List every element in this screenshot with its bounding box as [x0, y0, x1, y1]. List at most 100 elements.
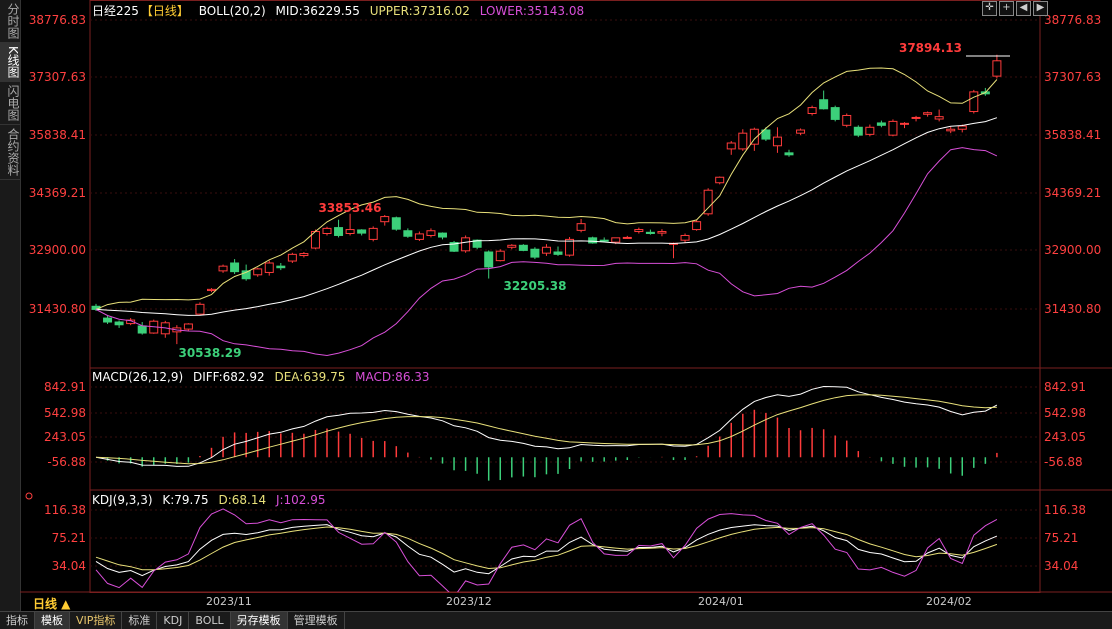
kdj-d: D:68.14	[218, 493, 267, 507]
candle-body	[276, 265, 286, 269]
kdj-tick-right: 34.04	[1044, 559, 1078, 573]
instrument-name: 日经225	[92, 4, 139, 18]
candle-body	[900, 122, 909, 125]
candle-body	[957, 125, 967, 130]
candle-body	[264, 262, 274, 273]
kdj-d-line	[95, 526, 998, 571]
candle-body	[345, 229, 355, 234]
macd-value: MACD:86.33	[355, 370, 430, 384]
kdj-j-line	[95, 508, 998, 592]
macd-tick-right: -56.88	[1044, 455, 1083, 469]
candle-body	[680, 234, 690, 241]
macd-tick-left: 243.05	[44, 430, 86, 444]
tab-boll[interactable]: BOLL	[189, 612, 231, 629]
kdj-tick-left: 116.38	[44, 503, 86, 517]
kdj-j: J:102.95	[275, 493, 326, 507]
price-tick-left: 38776.83	[29, 13, 86, 27]
price-tick-left: 35838.41	[29, 128, 86, 142]
tab-save-template[interactable]: 另存模板	[230, 612, 288, 629]
candle-body	[103, 317, 113, 323]
sidebar-item-flash[interactable]: 闪电图	[0, 82, 20, 125]
price-tick-right: 32900.00	[1044, 243, 1101, 257]
candle-body	[911, 116, 921, 119]
macd-tick-right: 842.91	[1044, 380, 1086, 394]
kdj-info-bar: KDJ(9,3,3) K:79.75 D:68.14 J:102.95	[92, 493, 332, 507]
candle-body	[391, 217, 401, 230]
sidebar-item-contract[interactable]: 合约资料	[0, 125, 20, 180]
tab-kdj[interactable]: KDJ	[157, 612, 190, 629]
period-selector[interactable]: 日线 ▲	[33, 597, 71, 611]
candle-body	[715, 176, 725, 184]
price-tick-left: 34369.21	[29, 186, 86, 200]
candle-body	[565, 238, 575, 256]
candle-body	[761, 129, 771, 140]
candle-body	[599, 239, 609, 242]
candle-body	[934, 116, 944, 120]
candle-body	[692, 221, 702, 231]
candle-body	[807, 107, 817, 115]
candle-body	[657, 231, 667, 234]
candle-body	[195, 303, 205, 315]
prev-icon[interactable]: ◀	[1016, 1, 1031, 16]
candle-body	[253, 268, 263, 276]
macd-tick-left: -56.88	[47, 455, 86, 469]
boll-upper: UPPER:37316.02	[369, 4, 470, 18]
sidebar: 分时图 K线图 闪电图 合约资料	[0, 0, 21, 612]
candle-body	[622, 236, 632, 239]
crosshair-icon[interactable]: ✛	[982, 1, 997, 16]
candle-body	[137, 325, 147, 334]
candle-body	[819, 99, 829, 110]
candle-body	[796, 129, 806, 134]
annotation-high: 37894.13	[899, 41, 962, 55]
bottom-toolbar: 指标 模板 VIP指标 标准 KDJ BOLL 另存模板 管理模板	[0, 611, 1112, 629]
candle-body	[530, 248, 540, 258]
annotation-mid-low: 32205.38	[503, 279, 566, 293]
candle-body	[842, 114, 852, 126]
macd-dea-line	[95, 394, 997, 465]
kdj-tick-right: 75.21	[1044, 531, 1078, 545]
price-tick-left: 32900.00	[29, 243, 86, 257]
main-info-bar: 日经225 【日线】 BOLL(20,2) MID:36229.55 UPPER:…	[92, 2, 590, 19]
zoom-in-icon[interactable]: +	[999, 1, 1014, 16]
sidebar-item-kline[interactable]: K线图	[0, 43, 20, 82]
candle-body	[126, 319, 136, 325]
candle-body	[403, 230, 413, 237]
price-tick-right: 31430.80	[1044, 302, 1101, 316]
candle-body	[507, 244, 517, 248]
tab-standard[interactable]: 标准	[122, 612, 158, 629]
macd-diff: DIFF:682.92	[192, 370, 265, 384]
candle-body	[414, 233, 424, 240]
price-tick-left: 31430.80	[29, 302, 86, 316]
price-tick-right: 37307.63	[1044, 70, 1101, 84]
boll-lower-line	[95, 147, 998, 357]
candle-body	[865, 126, 875, 135]
macd-tick-left: 542.98	[44, 406, 86, 420]
tab-vip-indicator[interactable]: VIP指标	[70, 612, 123, 629]
candle-body	[703, 189, 713, 215]
period-tag: 【日线】	[140, 4, 189, 18]
macd-dea: DEA:639.75	[274, 370, 346, 384]
sidebar-item-timeshare[interactable]: 分时图	[0, 0, 20, 43]
tab-manage-template[interactable]: 管理模板	[288, 612, 345, 629]
candle-body	[853, 126, 863, 136]
boll-lower: LOWER:35143.08	[479, 4, 585, 18]
kdj-settings-icon	[25, 492, 33, 500]
next-icon[interactable]: ▶	[1033, 1, 1048, 16]
boll-mid: MID:36229.55	[275, 4, 360, 18]
candle-body	[634, 229, 644, 233]
macd-tick-left: 842.91	[44, 380, 86, 394]
candle-body	[749, 128, 759, 145]
x-label-feb: 2024/02	[926, 595, 972, 608]
price-tick-left: 37307.63	[29, 70, 86, 84]
tab-template[interactable]: 模板	[35, 612, 70, 629]
tab-indicator[interactable]: 指标	[0, 612, 35, 629]
kline-chart[interactable]: 38776.83 38776.83 37307.63 37307.63 35838.41…	[20, 0, 1112, 611]
candle-body	[772, 136, 782, 147]
chart-toolbar: ✛ + ◀ ▶	[982, 1, 1048, 16]
candle-body	[357, 229, 367, 234]
kdj-tick-left: 34.04	[52, 559, 86, 573]
macd-params: MACD(26,12,9)	[92, 370, 184, 384]
candle-body	[230, 262, 240, 273]
candle-body	[461, 237, 471, 252]
candle-body	[946, 128, 956, 132]
